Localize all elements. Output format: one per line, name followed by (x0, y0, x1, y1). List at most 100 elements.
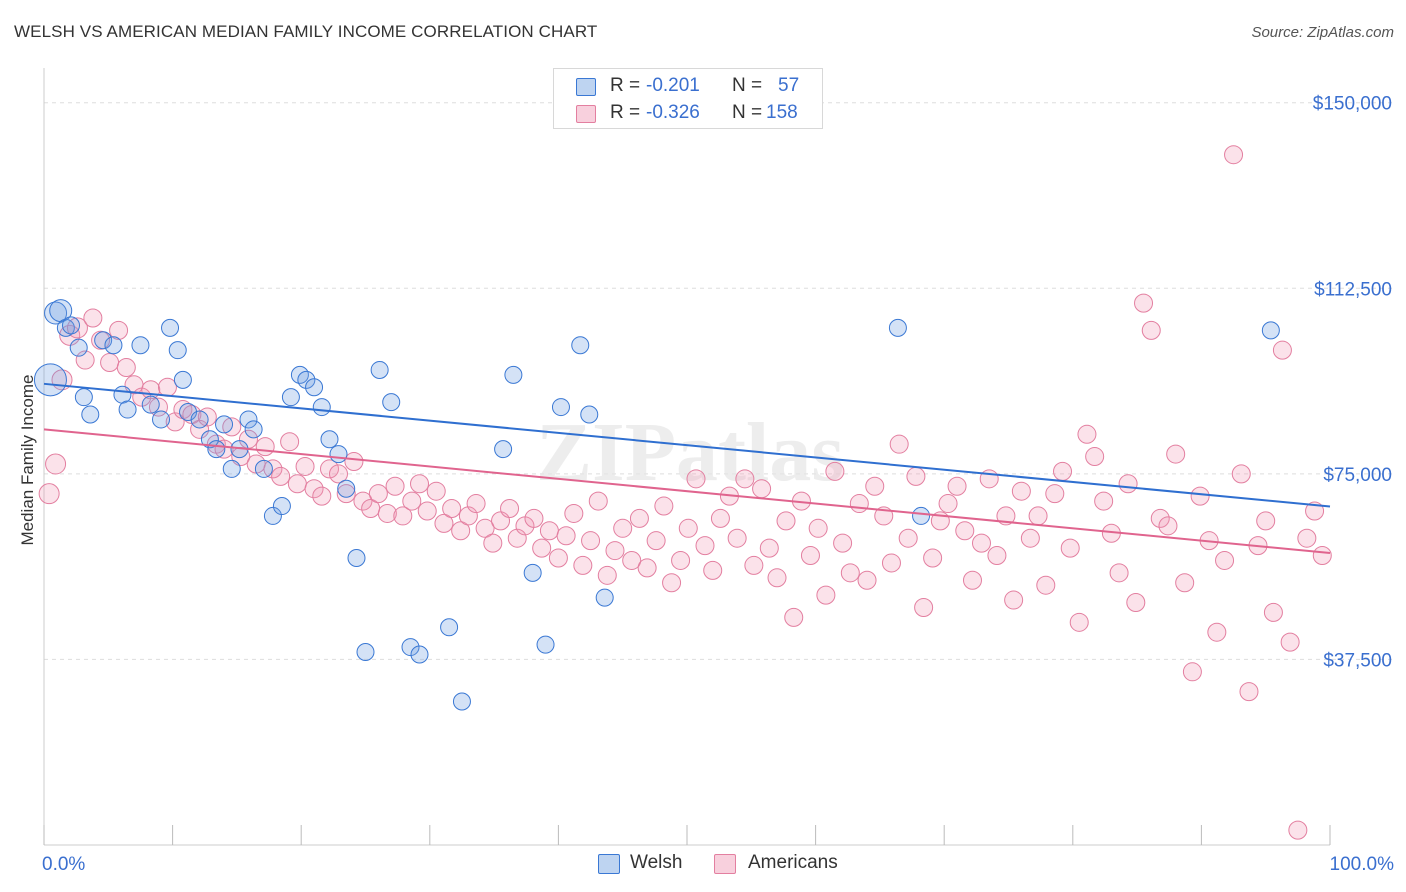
americans-point (1297, 528, 1317, 548)
axes (43, 68, 1331, 846)
americans-point (1118, 474, 1138, 494)
americans-point (947, 476, 967, 496)
americans-point (825, 461, 845, 481)
welsh-point (104, 336, 123, 355)
y-tick-label: $37,500 (1323, 650, 1392, 671)
welsh-point (312, 398, 331, 417)
legend-label: Welsh (630, 852, 683, 873)
americans-point (214, 439, 234, 459)
americans-point (38, 483, 60, 505)
welsh-point (320, 430, 339, 449)
source-credit: Source: ZipAtlas.com (1251, 24, 1394, 41)
y-tick-labels: $37,500 $75,000 $112,500 $150,000 (1313, 94, 1392, 672)
series-legend: Welsh Americans (0, 852, 1406, 878)
welsh-point (239, 410, 258, 429)
americans-point (1231, 464, 1251, 484)
welsh-point (440, 618, 459, 637)
americans-point (1085, 447, 1105, 467)
americans-point (840, 563, 860, 583)
welsh-point (131, 336, 150, 355)
americans-point (426, 481, 446, 501)
r-value: -0.326 (646, 102, 700, 123)
americans-point (344, 452, 364, 471)
welsh-point (337, 479, 356, 498)
americans-point (1004, 590, 1024, 610)
r-label: R = (610, 102, 641, 123)
americans-point (451, 521, 471, 541)
welsh-point (410, 645, 429, 664)
welsh-point (33, 363, 67, 397)
y-tick-label: $75,000 (1323, 465, 1392, 486)
americans-point (1215, 550, 1235, 570)
americans-point (434, 513, 454, 533)
americans-point (686, 469, 706, 489)
welsh-point (401, 638, 420, 657)
welsh-point (504, 365, 523, 384)
americans-point (304, 479, 324, 499)
n-label: N = (732, 102, 763, 123)
welsh-point (595, 588, 614, 607)
welsh-trend-line (43, 382, 1331, 508)
welsh-point (62, 316, 81, 335)
watermark: ZIPatlas (536, 406, 844, 499)
americans-point (735, 469, 755, 489)
americans-point (1158, 516, 1178, 536)
n-value: 158 (766, 102, 798, 123)
americans-point (1182, 662, 1202, 682)
welsh-point (168, 341, 187, 360)
americans-point (914, 597, 934, 617)
welsh-point (152, 410, 171, 429)
americans-point (849, 494, 869, 514)
americans-point (1190, 486, 1210, 506)
americans-point (573, 555, 593, 575)
americans-point (353, 491, 373, 511)
americans-swatch (576, 105, 596, 123)
americans-point (1224, 145, 1244, 165)
americans-point (767, 568, 787, 588)
welsh-point (571, 336, 590, 355)
trend-lines (43, 382, 1331, 555)
americans-point (442, 499, 462, 519)
americans-point (613, 518, 633, 538)
americans-point (881, 553, 901, 573)
americans-swatch (714, 854, 736, 874)
americans-point (271, 466, 291, 486)
y-tick-label: $112,500 (1314, 279, 1392, 300)
americans-point (1312, 546, 1332, 566)
americans-point (368, 484, 388, 504)
welsh-point (494, 440, 513, 459)
americans-trend-line (43, 428, 1331, 555)
americans-point (962, 570, 982, 590)
americans-point (898, 528, 918, 548)
welsh-point (173, 370, 192, 389)
grid-lines (44, 102, 1392, 660)
welsh-point (888, 318, 907, 337)
welsh-point (81, 405, 100, 424)
americans-point (328, 464, 348, 484)
americans-point (1045, 484, 1065, 504)
americans-point (507, 528, 527, 548)
welsh-point (370, 360, 389, 379)
americans-point (410, 474, 430, 494)
americans-point (816, 585, 836, 605)
americans-point (377, 503, 397, 523)
legend-label: Americans (748, 852, 838, 873)
americans-point (1011, 481, 1031, 501)
americans-point (800, 546, 820, 566)
welsh-point (329, 445, 348, 464)
n-value: 57 (778, 75, 800, 96)
americans-point (629, 508, 649, 528)
americans-point (955, 521, 975, 541)
welsh-point (254, 459, 273, 478)
welsh-point (912, 506, 931, 525)
americans-point (402, 491, 422, 511)
americans-point (622, 550, 642, 570)
r-value: -0.201 (646, 75, 700, 96)
welsh-point (305, 378, 324, 397)
americans-point (109, 320, 129, 340)
americans-point (466, 494, 486, 514)
welsh-point (190, 410, 209, 429)
americans-point (336, 484, 356, 504)
americans-point (83, 308, 103, 328)
welsh-point (222, 459, 241, 478)
